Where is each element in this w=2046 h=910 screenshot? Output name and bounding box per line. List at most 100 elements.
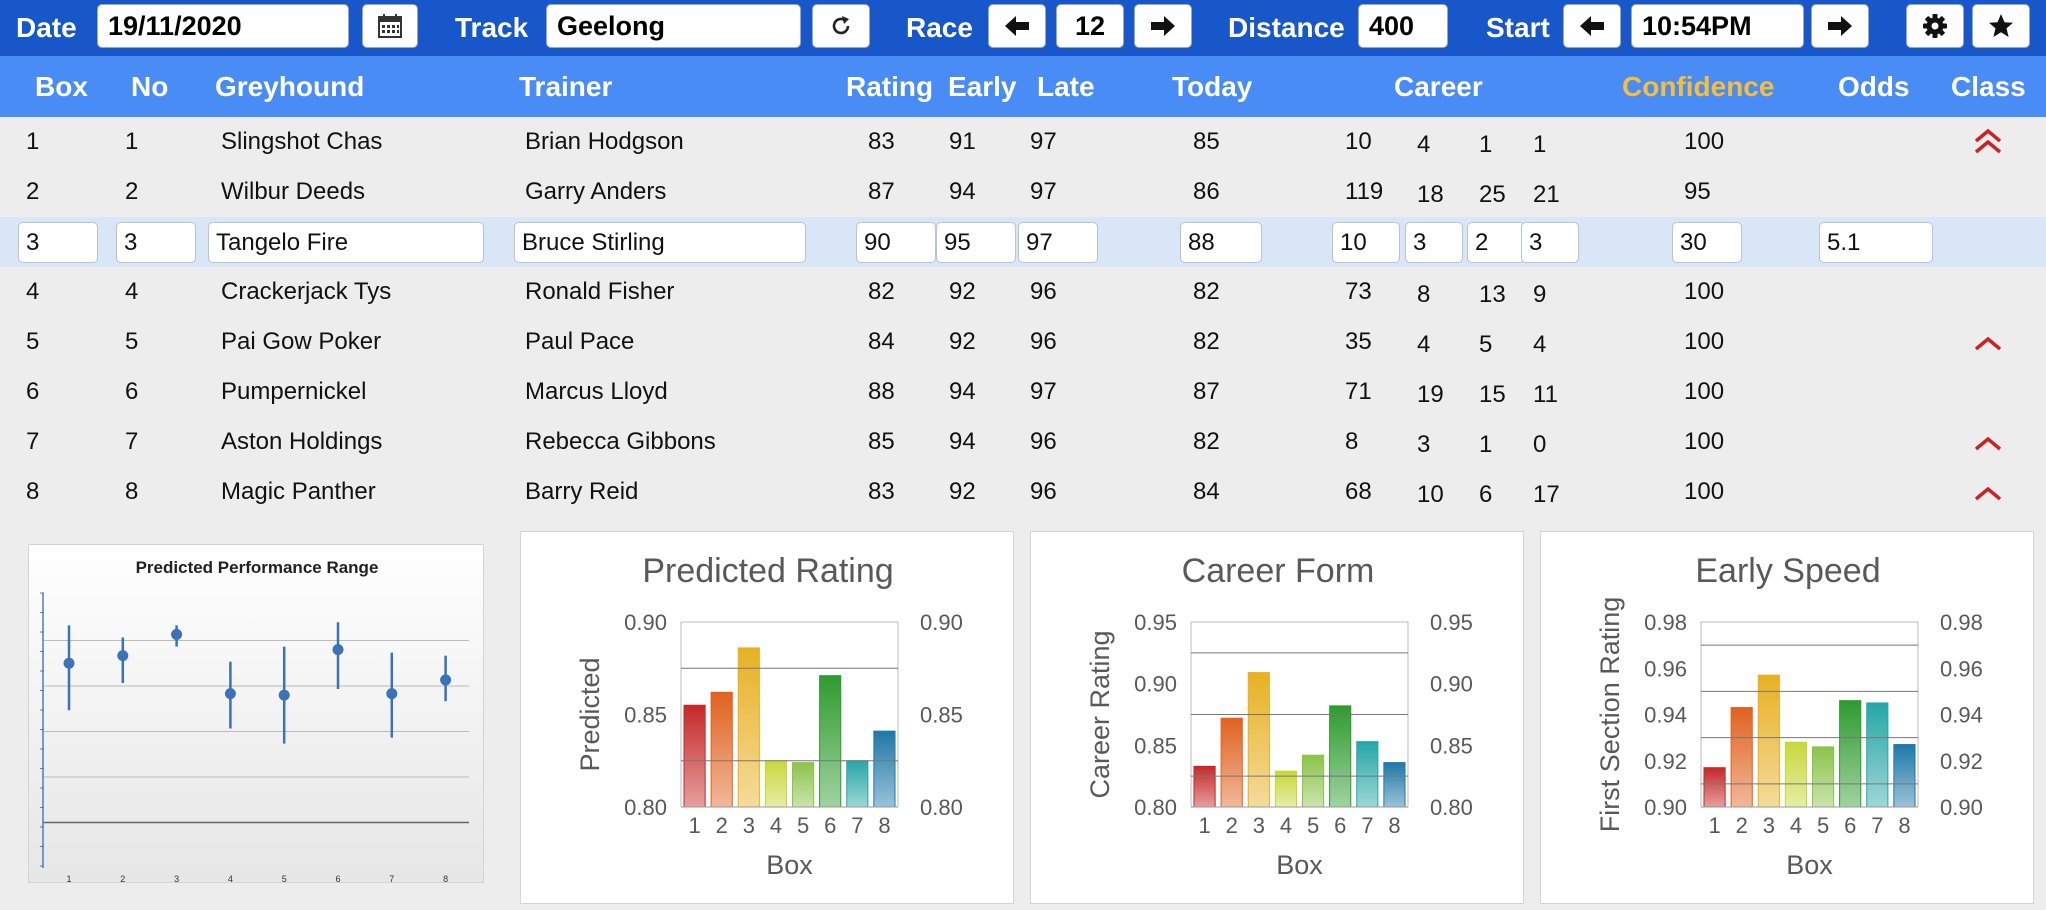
table-header: Box No Greyhound Trainer Rating Early La… bbox=[0, 56, 2046, 118]
calendar-button[interactable] bbox=[362, 4, 418, 48]
cell-confidence[interactable]: 30 bbox=[1672, 222, 1742, 263]
cell-c1: 68 bbox=[1345, 478, 1372, 505]
bar bbox=[1301, 754, 1325, 808]
settings-button[interactable] bbox=[1906, 4, 1964, 48]
x-tick-label: 2 bbox=[120, 874, 125, 884]
header-class[interactable]: Class bbox=[1951, 71, 2026, 102]
race-previous-button[interactable] bbox=[988, 4, 1046, 48]
cell-c1: 73 bbox=[1345, 278, 1372, 305]
x-tick-label: 6 bbox=[1844, 813, 1856, 838]
cell-c3[interactable]: 2 bbox=[1467, 222, 1525, 263]
calendar-icon bbox=[378, 14, 402, 38]
table-row[interactable]: 6 6 Pumpernickel Marcus Lloyd 88 94 97 87 71 19 15… bbox=[0, 367, 2046, 417]
chevron-up-icon bbox=[1968, 467, 2008, 517]
x-tick-label: 2 bbox=[1736, 813, 1748, 838]
cell-odds[interactable]: 5.1 bbox=[1819, 222, 1933, 263]
table-row[interactable]: 4 4 Crackerjack Tys Ronald Fisher 82 92 96 82 73… bbox=[0, 267, 2046, 317]
table-row[interactable]: 5 5 Pai Gow Poker Paul Pace 84 92 96 82 35 4 5 4 100 bbox=[0, 317, 2046, 367]
header-trainer[interactable]: Trainer bbox=[519, 71, 613, 102]
header-late[interactable]: Late bbox=[1037, 71, 1095, 102]
cell-trainer: Garry Anders bbox=[525, 178, 667, 205]
cell-late[interactable]: 97 bbox=[1018, 222, 1098, 263]
x-tick-label: 4 bbox=[1790, 813, 1802, 838]
cell-c1: 10 bbox=[1345, 128, 1372, 155]
y-tick-label-right: 0.85 bbox=[920, 703, 963, 728]
chart-title: Predicted Performance Range bbox=[136, 558, 379, 577]
distance-input[interactable]: 400 bbox=[1358, 4, 1448, 48]
date-input[interactable]: 19/11/2020 bbox=[97, 4, 349, 48]
cell-c2: 8 bbox=[1417, 281, 1431, 308]
track-input[interactable]: Geelong bbox=[546, 4, 801, 48]
header-box[interactable]: Box bbox=[35, 71, 88, 102]
header-confidence[interactable]: Confidence bbox=[1622, 71, 1775, 102]
x-tick-label: 8 bbox=[1898, 813, 1910, 838]
header-today[interactable]: Today bbox=[1172, 71, 1253, 102]
cell-no[interactable]: 3 bbox=[116, 222, 196, 263]
header-early[interactable]: Early bbox=[948, 71, 1017, 102]
header-career[interactable]: Career bbox=[1394, 71, 1483, 102]
cell-box: 2 bbox=[26, 178, 40, 205]
cell-today[interactable]: 88 bbox=[1180, 222, 1262, 263]
cell-c2[interactable]: 3 bbox=[1405, 222, 1463, 263]
header-odds[interactable]: Odds bbox=[1838, 71, 1910, 102]
cell-rating[interactable]: 90 bbox=[856, 222, 936, 263]
bar bbox=[1839, 700, 1862, 808]
start-time-input[interactable]: 10:54PM bbox=[1631, 4, 1804, 48]
x-tick-label: 7 bbox=[1871, 813, 1883, 838]
y-tick-label-left: 0.98 bbox=[1644, 610, 1687, 635]
race-next-button[interactable] bbox=[1134, 4, 1192, 48]
table-row[interactable]: 2 2 Wilbur Deeds Garry Anders 87 94 97 86 119 18 2… bbox=[0, 167, 2046, 217]
cell-rating: 85 bbox=[868, 428, 895, 455]
cell-confidence: 100 bbox=[1684, 478, 1725, 505]
track-label: Track bbox=[455, 12, 529, 43]
cell-c3: 6 bbox=[1479, 481, 1493, 508]
cell-confidence: 100 bbox=[1684, 428, 1725, 455]
cell-c3: 1 bbox=[1479, 131, 1493, 158]
cell-c2: 4 bbox=[1417, 331, 1431, 358]
cell-no: 5 bbox=[125, 328, 139, 355]
favorite-button[interactable] bbox=[1972, 4, 2030, 48]
cell-c1: 71 bbox=[1345, 378, 1372, 405]
cell-c4[interactable]: 3 bbox=[1521, 222, 1579, 263]
header-rating[interactable]: Rating bbox=[846, 71, 934, 102]
header-greyhound[interactable]: Greyhound bbox=[215, 71, 365, 102]
race-number-input[interactable]: 12 bbox=[1056, 4, 1124, 48]
y-tick-label-left: 0.90 bbox=[1134, 672, 1177, 697]
start-next-button[interactable] bbox=[1811, 4, 1869, 48]
table-row[interactable]: 8 8 Magic Panther Barry Reid 83 92 96 84 68 10 6 17… bbox=[0, 467, 2046, 517]
x-tick-label: 2 bbox=[1226, 813, 1238, 838]
cell-trainer: Ronald Fisher bbox=[525, 278, 675, 305]
x-tick-label: 1 bbox=[1708, 813, 1720, 838]
bar bbox=[710, 691, 733, 808]
cell-c1[interactable]: 10 bbox=[1332, 222, 1400, 263]
x-tick-label: 2 bbox=[716, 813, 728, 838]
refresh-button[interactable] bbox=[812, 4, 870, 48]
bar bbox=[1329, 705, 1352, 808]
x-tick-label: 6 bbox=[1334, 813, 1346, 838]
cell-greyhound: Aston Holdings bbox=[221, 428, 383, 455]
x-tick-label: 5 bbox=[797, 813, 809, 838]
cell-confidence: 100 bbox=[1684, 128, 1725, 155]
table-row[interactable]: 1 1 Slingshot Chas Brian Hodgson 83 91 97 85 10 4… bbox=[0, 117, 2046, 167]
y-tick-label-left: 0.96 bbox=[1644, 656, 1687, 681]
range-point bbox=[117, 650, 129, 662]
cell-early[interactable]: 95 bbox=[936, 222, 1016, 263]
y-tick-label-left: 0.95 bbox=[1134, 610, 1177, 635]
table-row[interactable]: 7 7 Aston Holdings Rebecca Gibbons 85 94 96 82 8… bbox=[0, 417, 2046, 467]
cell-confidence: 100 bbox=[1684, 378, 1725, 405]
cell-box: 8 bbox=[26, 478, 40, 505]
cell-late: 96 bbox=[1030, 478, 1057, 505]
y-tick-label-left: 0.90 bbox=[624, 610, 667, 635]
cell-box[interactable]: 3 bbox=[18, 222, 98, 263]
cell-greyhound[interactable]: Tangelo Fire bbox=[208, 222, 484, 263]
header-no[interactable]: No bbox=[131, 71, 169, 102]
y-axis-label: Career Rating bbox=[1085, 630, 1115, 798]
start-previous-button[interactable] bbox=[1563, 4, 1621, 48]
cell-trainer[interactable]: Bruce Stirling bbox=[514, 222, 806, 263]
career-form-chart: Career Form 1 2 3 4 5 6 7 8 0.80 0.80 0.85 0.85 0.90 0… bbox=[1030, 531, 1524, 904]
table-row[interactable]: 3 3 Tangelo Fire Bruce Stirling 90 95 97 88 10 3 2… bbox=[0, 217, 2046, 267]
chart-title: Predicted Rating bbox=[642, 552, 893, 590]
cell-c4: 17 bbox=[1533, 481, 1560, 508]
x-tick-label: 1 bbox=[688, 813, 700, 838]
y-tick-label-right: 0.90 bbox=[1430, 672, 1473, 697]
